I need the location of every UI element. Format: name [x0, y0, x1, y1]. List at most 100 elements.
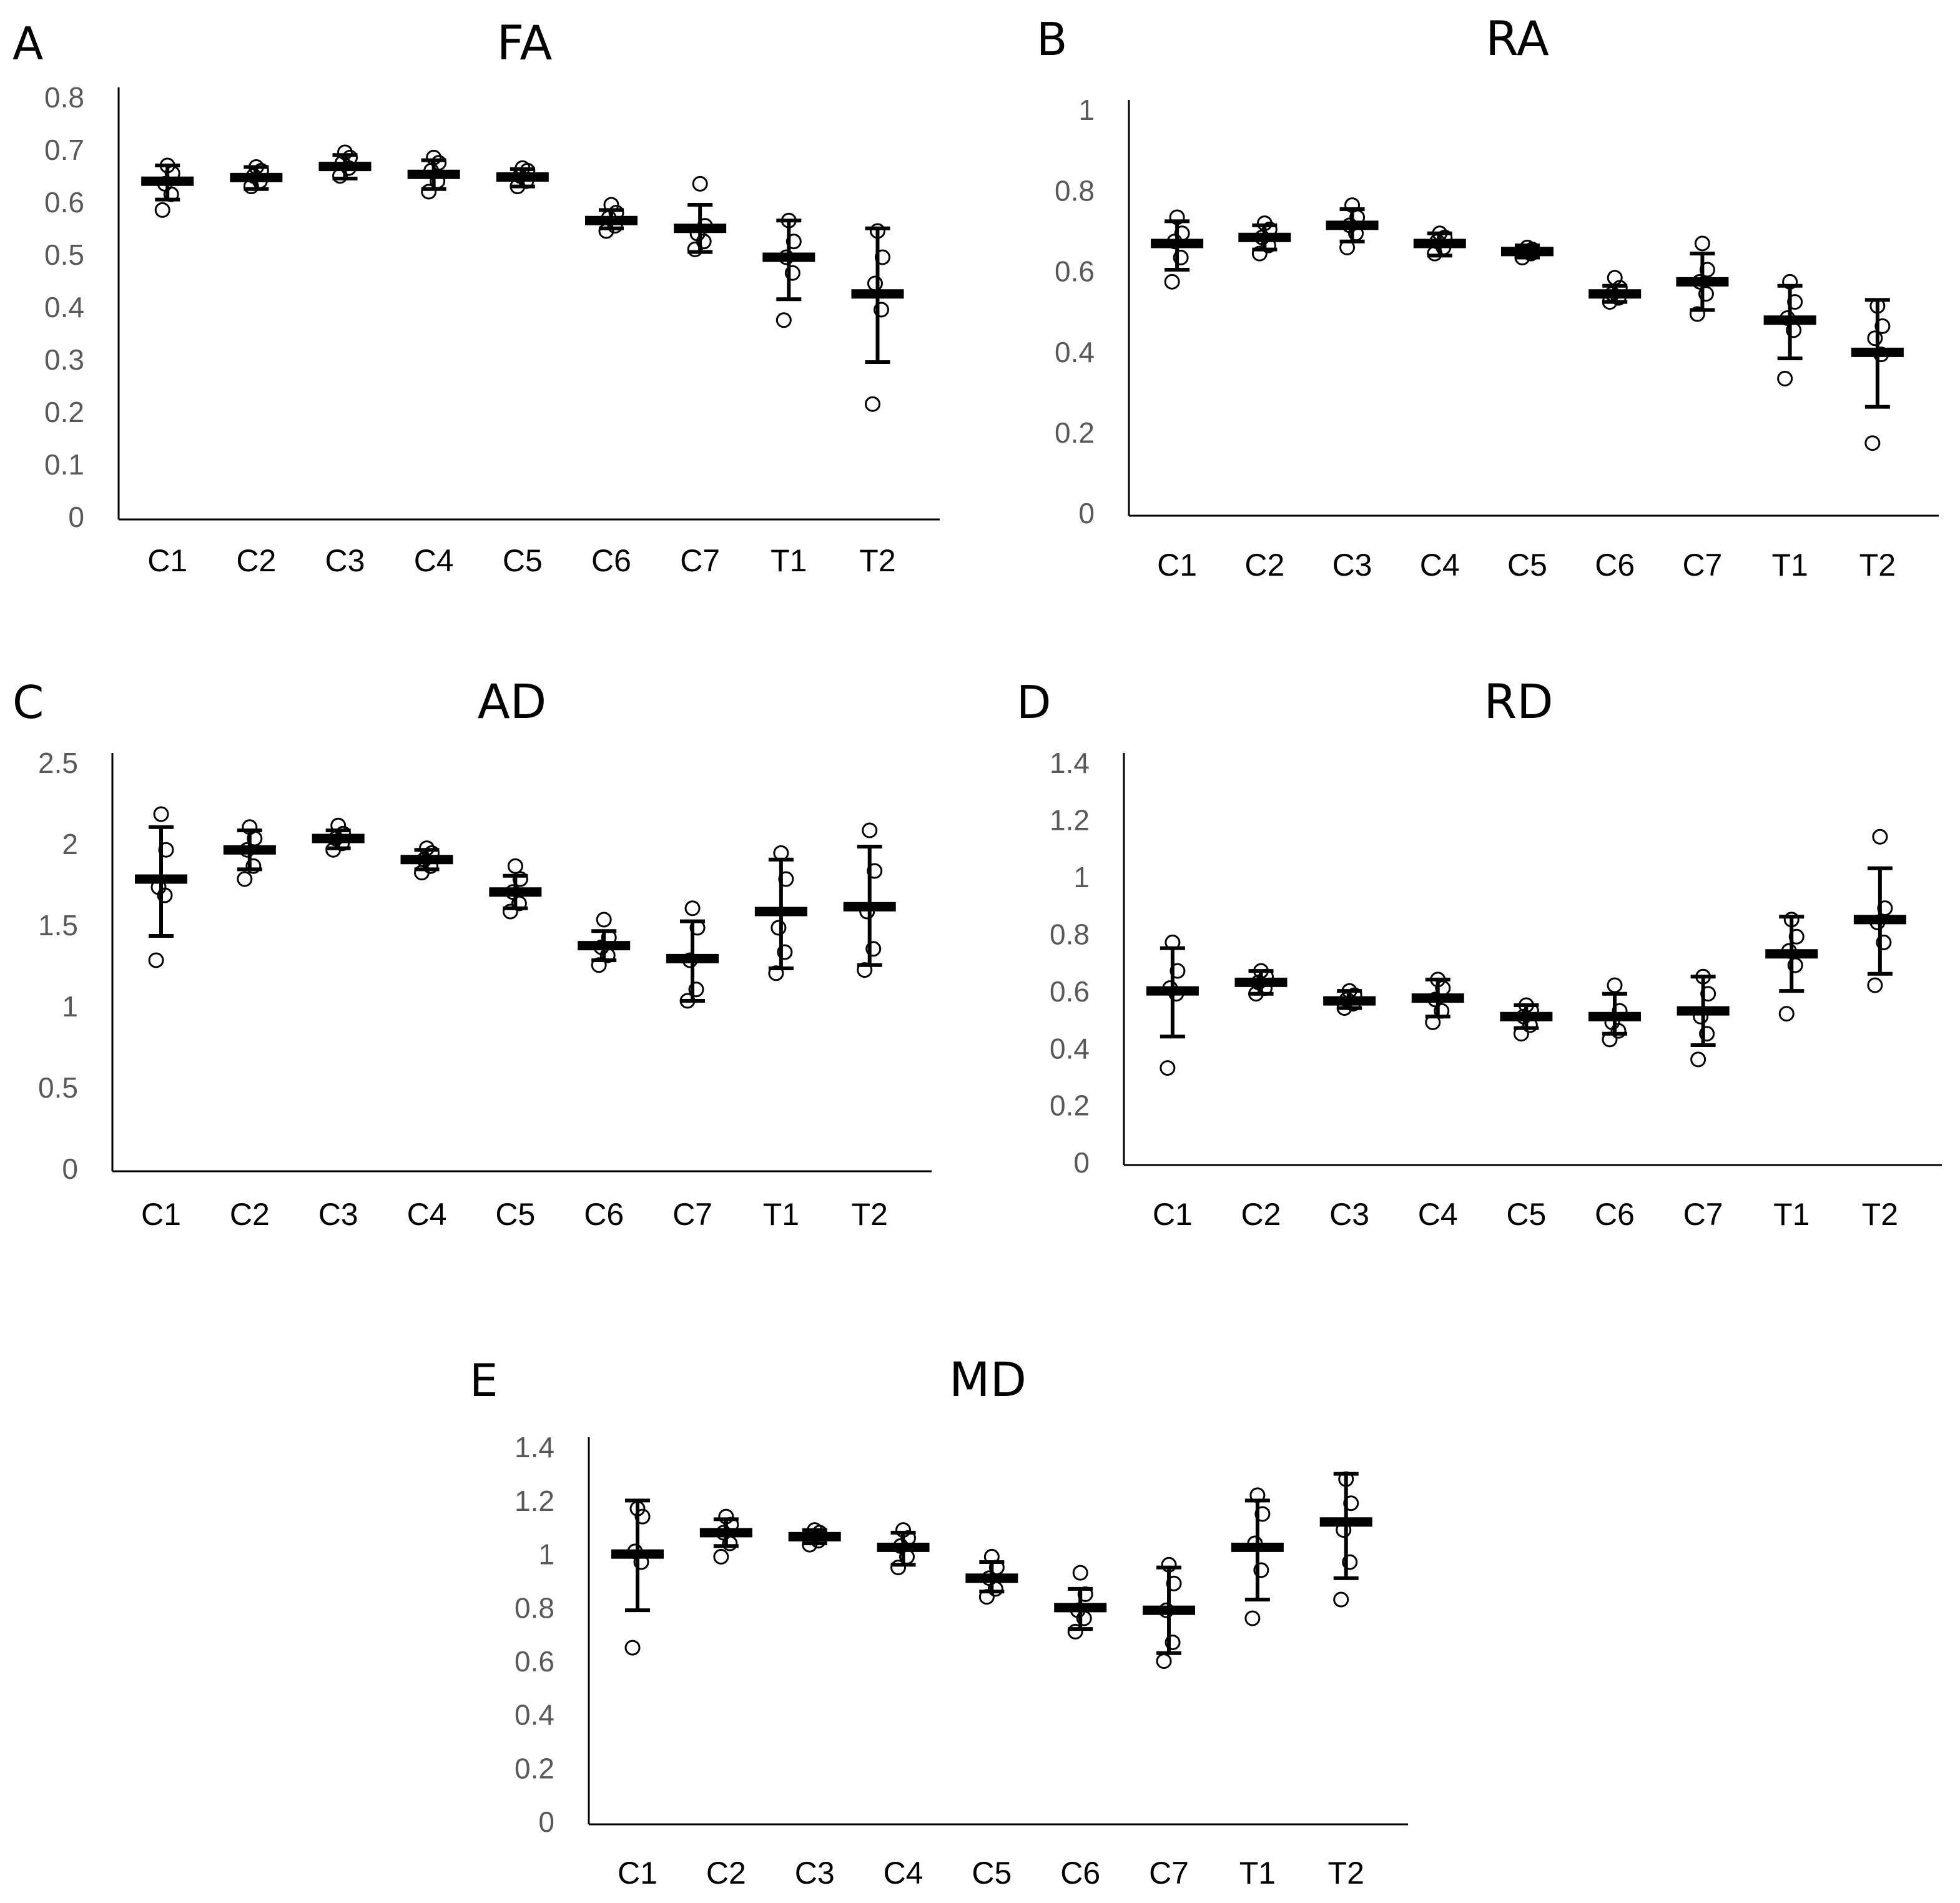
- y-tick-label: 0.4: [1055, 336, 1095, 368]
- y-tick-label: 1: [538, 1538, 554, 1571]
- x-tick-label: C7: [1149, 1856, 1189, 1891]
- data-point: [1253, 1562, 1269, 1578]
- data-point: [768, 965, 784, 981]
- data-point: [154, 202, 170, 218]
- data-point: [237, 871, 253, 887]
- x-tick-label: T2: [859, 543, 895, 578]
- y-tick-label: 0.2: [44, 396, 84, 428]
- y-tick-label: 1.4: [1050, 747, 1090, 779]
- chart-title: MD: [949, 1352, 1027, 1407]
- y-tick-label: 1.4: [515, 1431, 554, 1463]
- y-tick-label: 0.8: [1050, 918, 1090, 950]
- panel-letter: B: [1037, 13, 1067, 66]
- x-tick-label: C3: [1329, 1197, 1369, 1232]
- data-point: [1251, 245, 1268, 262]
- data-point: [1777, 370, 1793, 386]
- x-tick-label: C5: [503, 543, 543, 578]
- x-tick-label: C2: [1241, 1197, 1281, 1232]
- x-tick-label: C6: [591, 543, 631, 578]
- x-tick-label: T2: [1328, 1856, 1364, 1891]
- panel-letter: E: [470, 1354, 498, 1407]
- y-tick-label: 0.1: [44, 448, 84, 481]
- data-point: [865, 941, 882, 957]
- y-tick-label: 0: [1073, 1146, 1090, 1179]
- data-point: [591, 957, 607, 973]
- y-tick-label: 2.5: [38, 747, 78, 779]
- x-tick-label: C7: [1683, 1197, 1723, 1232]
- y-tick-label: 0: [62, 1153, 78, 1185]
- data-point: [624, 1640, 641, 1656]
- y-tick-label: 2: [62, 828, 78, 860]
- panel-letter: A: [12, 17, 43, 70]
- data-point: [1160, 1060, 1176, 1076]
- x-tick-label: C1: [141, 1197, 181, 1232]
- chart-title: RA: [1485, 11, 1549, 66]
- y-tick-label: 0.8: [1055, 174, 1095, 207]
- x-tick-label: C5: [1506, 1197, 1546, 1232]
- x-tick-label: T2: [1862, 1197, 1898, 1232]
- x-tick-label: C2: [230, 1197, 270, 1232]
- y-tick-label: 0.6: [44, 186, 84, 219]
- data-point: [1067, 1623, 1083, 1640]
- x-tick-label: C6: [1595, 548, 1635, 583]
- y-tick-label: 0.4: [515, 1699, 554, 1731]
- y-tick-label: 0.5: [38, 1071, 78, 1104]
- x-tick-label: C1: [1153, 1197, 1193, 1232]
- data-point: [596, 912, 612, 928]
- x-tick-label: T2: [852, 1197, 888, 1232]
- y-tick-label: 0.2: [515, 1752, 554, 1784]
- y-tick-label: 0.2: [1050, 1089, 1090, 1122]
- x-tick-label: C5: [495, 1197, 535, 1232]
- x-tick-label: C3: [1332, 548, 1372, 583]
- x-tick-label: C6: [1595, 1197, 1635, 1232]
- data-point: [1342, 1554, 1358, 1570]
- x-tick-label: C4: [1420, 548, 1460, 583]
- data-point: [1867, 977, 1883, 993]
- x-tick-label: T1: [1239, 1856, 1276, 1891]
- data-point: [771, 920, 787, 936]
- x-tick-label: C7: [1682, 548, 1722, 583]
- data-point: [1164, 273, 1180, 290]
- y-tick-label: 1.5: [38, 909, 78, 942]
- data-point: [857, 962, 873, 978]
- data-point: [421, 184, 437, 200]
- x-tick-label: C5: [1507, 548, 1547, 583]
- x-tick-label: C1: [147, 543, 187, 578]
- x-tick-label: T1: [771, 543, 807, 578]
- x-tick-label: C4: [407, 1197, 447, 1232]
- data-point: [1689, 306, 1705, 322]
- data-point: [862, 822, 878, 838]
- chart-panel-d: D RD 0 0.2 0.4 0.6 0.8 1 1.2 1.4 C1 C2 C3 C4 C5 C6 C7 T1 T…: [1017, 674, 1942, 1232]
- data-point: [1156, 1653, 1172, 1669]
- y-tick-label: 0.6: [1055, 255, 1095, 288]
- x-tick-label: C3: [318, 1197, 358, 1232]
- data-point: [153, 806, 169, 822]
- panel-letter: C: [12, 676, 44, 729]
- chart-title: AD: [478, 674, 547, 729]
- chart-panel-c: C AD 0 0.5 1 1.5 2 2.5 C1 C2 C3 C4 C5 C6 C7 T1 T2: [12, 674, 932, 1232]
- data-point: [1876, 934, 1892, 950]
- x-tick-label: C2: [1244, 548, 1284, 583]
- data-point: [873, 302, 889, 318]
- y-tick-label: 0.4: [44, 291, 84, 323]
- data-point: [713, 1548, 729, 1565]
- chart-title: RD: [1484, 674, 1553, 729]
- x-tick-label: T1: [1771, 548, 1808, 583]
- x-tick-label: C6: [584, 1197, 624, 1232]
- y-tick-label: 0.6: [515, 1645, 554, 1678]
- y-tick-label: 0.5: [44, 238, 84, 271]
- chart-panel-b: B RA 0 0.2 0.4 0.6 0.8 1 C1 C2 C3 C4 C5 C6 C7 T1 T2: [1037, 11, 1939, 583]
- data-point: [1244, 1610, 1261, 1626]
- y-tick-label: 0.4: [1050, 1032, 1090, 1065]
- x-tick-label: C4: [884, 1856, 923, 1891]
- y-tick-label: 0.8: [515, 1591, 554, 1624]
- data-point: [890, 1560, 907, 1576]
- x-tick-label: C3: [795, 1856, 835, 1891]
- data-point: [776, 312, 792, 328]
- data-point: [1872, 829, 1888, 845]
- y-tick-label: 0.3: [44, 343, 84, 376]
- data-point: [1690, 1051, 1706, 1068]
- x-tick-label: C7: [680, 543, 720, 578]
- data-point: [507, 858, 523, 874]
